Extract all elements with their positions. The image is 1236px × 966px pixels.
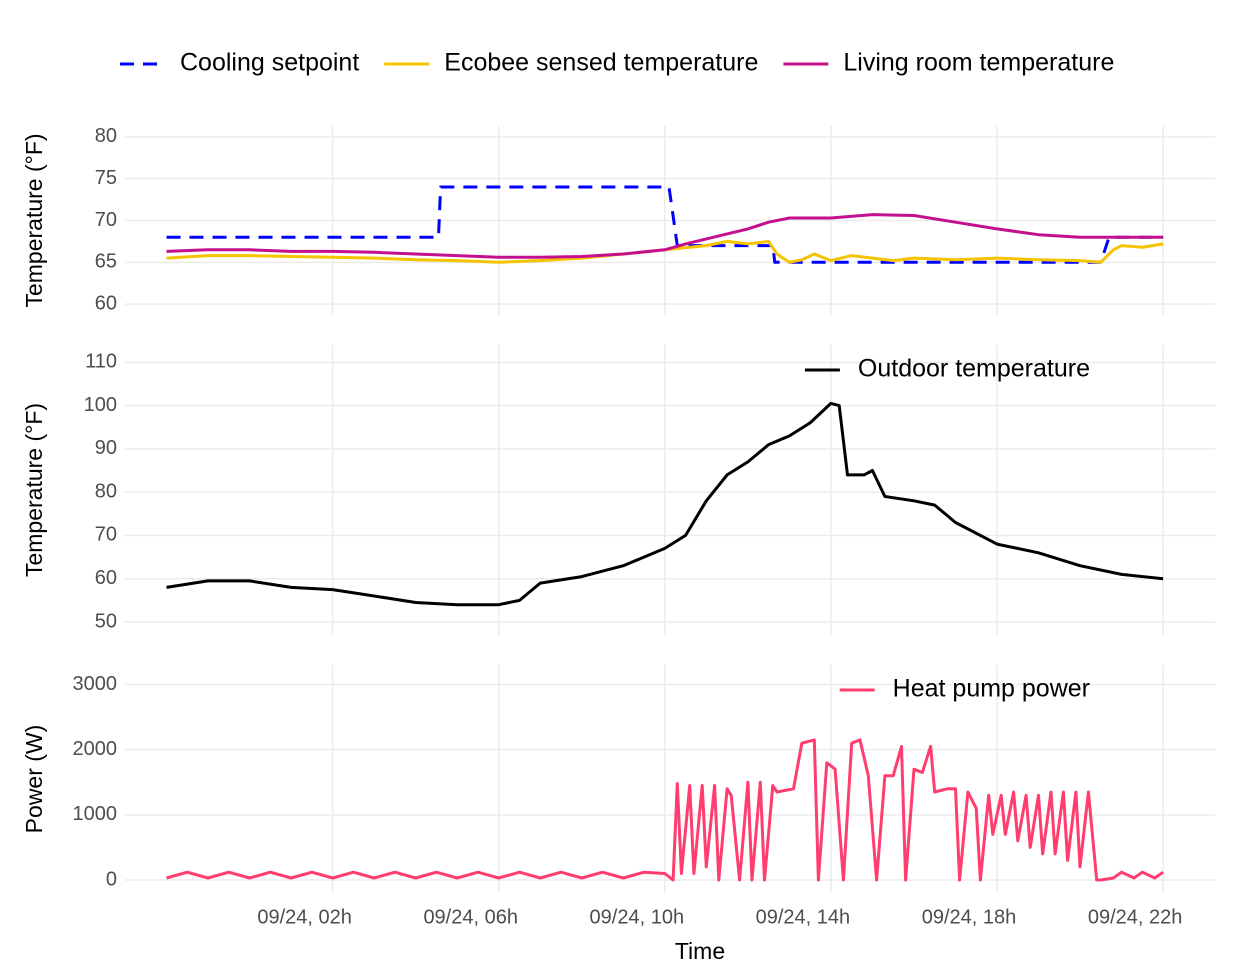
- y-tick-label: 1000: [73, 803, 118, 825]
- x-tick-label: 09/24, 02h: [257, 906, 352, 928]
- y-tick-label: 65: [95, 251, 117, 273]
- y-tick-label: 60: [95, 567, 117, 589]
- y-tick-label: 75: [95, 167, 117, 189]
- y-tick-label: 2000: [73, 738, 118, 760]
- x-tick-label: 09/24, 14h: [756, 906, 851, 928]
- y-tick-label: 80: [95, 480, 117, 502]
- x-tick-label: 09/24, 22h: [1088, 906, 1183, 928]
- x-tick-label: 09/24, 18h: [922, 906, 1017, 928]
- y-tick-label: 60: [95, 292, 117, 314]
- legend-label: Living room temperature: [843, 49, 1114, 77]
- y-axis-title: Temperature (°F): [21, 133, 47, 307]
- y-tick-label: 3000: [73, 673, 118, 695]
- y-tick-label: 100: [84, 394, 117, 416]
- series-line: [166, 738, 1164, 882]
- legend-label: Heat pump power: [893, 675, 1090, 703]
- y-tick-label: 70: [95, 209, 117, 231]
- series-line: [166, 239, 1164, 264]
- series-line: [166, 185, 1164, 264]
- x-tick-label: 09/24, 06h: [423, 906, 518, 928]
- x-axis-title: Time: [675, 938, 725, 964]
- y-tick-label: 0: [106, 868, 117, 890]
- y-tick-label: 70: [95, 524, 117, 546]
- legend-label: Outdoor temperature: [858, 355, 1090, 383]
- y-tick-label: 110: [85, 351, 117, 373]
- x-tick-label: 09/24, 10h: [590, 906, 685, 928]
- y-tick-label: 90: [95, 437, 117, 459]
- y-axis-title: Temperature (°F): [21, 403, 47, 577]
- series-line: [166, 213, 1164, 259]
- series-line: [166, 401, 1164, 607]
- legend-label: Cooling setpoint: [180, 49, 359, 77]
- legend-label: Ecobee sensed temperature: [444, 49, 758, 77]
- y-tick-label: 50: [95, 610, 117, 632]
- y-axis-title: Power (W): [21, 725, 47, 834]
- y-tick-label: 80: [95, 125, 117, 147]
